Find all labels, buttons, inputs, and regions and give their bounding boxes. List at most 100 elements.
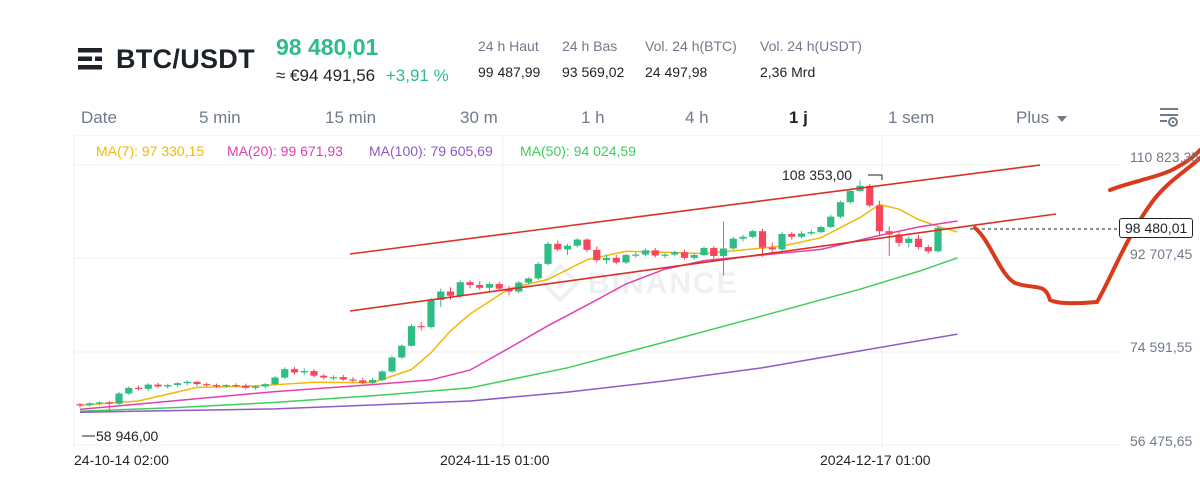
pair-name[interactable]: BTC/USDT <box>116 44 255 74</box>
candle <box>836 200 845 219</box>
candle <box>885 226 893 256</box>
candle <box>622 253 630 264</box>
stat-value: 99 487,99 <box>478 64 541 80</box>
candle <box>86 402 94 407</box>
tab-1j[interactable]: 1 j <box>789 108 808 127</box>
x-tick-label: 24-10-14 02:00 <box>74 452 169 468</box>
tab-1sem[interactable]: 1 sem <box>888 108 935 127</box>
tab-5min[interactable]: 5 min <box>199 108 241 127</box>
candle-body <box>807 232 815 234</box>
candle <box>827 214 835 229</box>
candle-body <box>602 257 611 261</box>
candle <box>427 298 435 329</box>
candle <box>817 225 825 234</box>
moving-average-lines <box>79 203 958 413</box>
y-tick-label: 56 475,65 <box>1130 433 1193 449</box>
candle <box>232 383 240 388</box>
candle <box>875 200 884 237</box>
candle-body <box>914 238 923 248</box>
annotation-low: 58 946,00 <box>82 428 158 444</box>
tab-4h[interactable]: 4 h <box>685 108 709 127</box>
candle <box>544 241 552 266</box>
converted-price: ≈ €94 491,56 <box>276 66 376 85</box>
drawn-forecast-line <box>973 156 1200 306</box>
candle <box>797 231 806 239</box>
candle-body <box>905 238 913 243</box>
candle <box>242 383 250 390</box>
candle <box>125 386 133 395</box>
candle <box>154 382 162 388</box>
trend-channel-lines <box>349 164 1057 312</box>
candle <box>144 383 152 392</box>
candle <box>641 248 650 257</box>
candle-body <box>203 384 211 386</box>
watermark-text: BINANCE <box>588 267 739 300</box>
stat-label: 24 h Bas <box>562 38 618 54</box>
candle-body <box>875 205 884 232</box>
tab-date[interactable]: Date <box>81 108 117 127</box>
candle-body <box>329 377 338 379</box>
candle-body <box>544 243 552 264</box>
candle <box>758 228 767 257</box>
candle <box>359 377 367 385</box>
candle <box>476 281 484 291</box>
tab-15min[interactable]: 15 min <box>325 108 377 127</box>
candle-body <box>271 377 279 385</box>
candle <box>680 249 689 260</box>
x-tick-label: 2024-12-17 01:00 <box>820 452 931 468</box>
menu-lines-icon[interactable] <box>78 46 104 72</box>
candle-body <box>495 284 503 289</box>
candle <box>134 385 143 391</box>
y-tick-label: 92 707,45 <box>1130 246 1193 262</box>
candle-body <box>359 380 367 383</box>
candle <box>495 281 503 292</box>
candle-body <box>261 384 269 387</box>
candle-body <box>427 299 435 328</box>
stat-24h-high: 24 h Haut 99 487,99 <box>478 38 540 80</box>
tab-plus[interactable]: Plus <box>1016 108 1068 128</box>
price-change: +3,91 % <box>385 66 449 85</box>
ma100-label: MA(100): 79 605,69 <box>369 143 493 159</box>
candlestick-chart[interactable]: BINANCE 108 353,00 58 946,00 <box>0 135 1200 480</box>
tab-30m[interactable]: 30 m <box>460 108 498 127</box>
candle <box>593 246 601 263</box>
tab-1h[interactable]: 1 h <box>581 108 605 127</box>
ma-line-ma7 <box>79 203 958 406</box>
candle-body <box>788 233 796 237</box>
candle <box>710 246 718 259</box>
candle <box>563 243 572 256</box>
candle-body <box>651 250 659 256</box>
stat-24h-low: 24 h Bas 93 569,02 <box>562 38 624 80</box>
candle-body <box>86 403 94 406</box>
candle <box>329 375 338 381</box>
candle-body <box>154 384 162 387</box>
candle-body <box>797 233 806 237</box>
candle-body <box>690 255 698 258</box>
candle-body <box>183 381 191 384</box>
candle-body <box>281 369 289 378</box>
candle-body <box>758 231 767 248</box>
candle-body <box>173 383 182 386</box>
candle-body <box>251 386 260 388</box>
candle <box>485 282 494 292</box>
candle <box>807 229 815 236</box>
candle-body <box>895 234 903 243</box>
candle-body <box>456 282 464 296</box>
candle <box>856 180 864 192</box>
candle <box>632 252 640 258</box>
candle <box>690 253 698 260</box>
candle <box>573 238 581 248</box>
candle-body <box>739 236 747 239</box>
candle-body <box>193 381 201 385</box>
chart-settings-icon[interactable] <box>1158 106 1180 128</box>
candle-body <box>437 291 445 300</box>
candle <box>924 244 932 254</box>
binance-watermark: BINANCE <box>540 263 739 303</box>
current-price-tag: 98 480,01 <box>1119 218 1194 238</box>
candle-body <box>320 375 328 378</box>
candle <box>398 344 406 359</box>
last-price: 98 480,01 <box>276 34 379 60</box>
candle <box>583 238 591 253</box>
candle-body <box>934 227 942 252</box>
candle-body <box>466 282 474 285</box>
